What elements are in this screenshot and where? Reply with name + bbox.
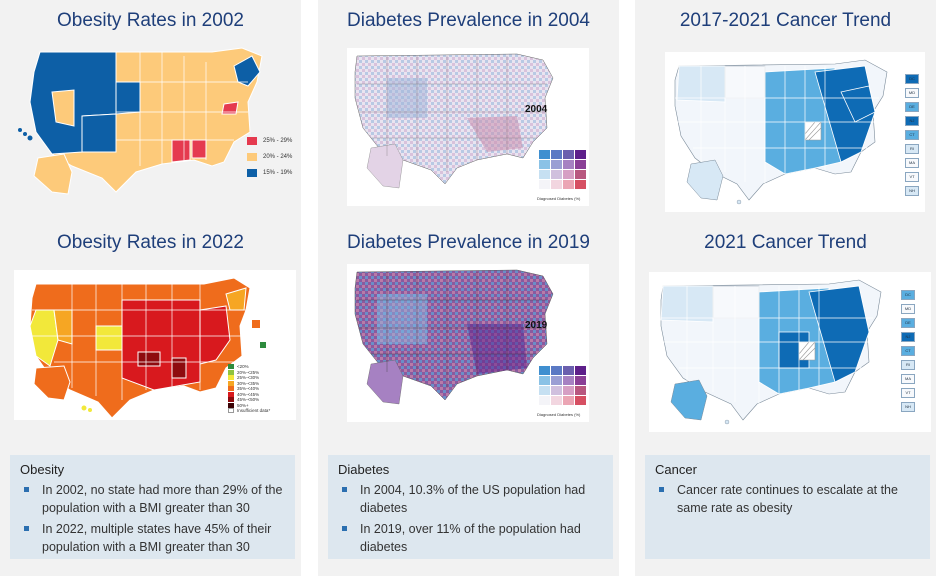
diabetes-2004-title: Diabetes Prevalence in 2004 <box>347 10 590 31</box>
legend-ri: RI <box>901 360 915 370</box>
legend-ri: RI <box>905 144 919 154</box>
diabetes-2004-year: 2004 <box>525 104 548 115</box>
bivariate-grid <box>539 150 586 189</box>
info-bullet: In 2004, 10.3% of the US population had … <box>338 481 603 517</box>
legend-de: DE <box>901 318 915 328</box>
legend-item-2022: 25%-<30% <box>228 375 270 380</box>
legend-item-2002: 25% - 29% <box>247 137 292 145</box>
info-list: Cancer rate continues to escalate at the… <box>655 481 920 517</box>
legend-item-2022: 50%+ <box>228 402 270 408</box>
legend-label: 35%-<40% <box>237 386 260 391</box>
legend-vt: VT <box>901 388 915 398</box>
legend-swatch <box>228 380 234 386</box>
legend-item-2022: 40%-<45% <box>228 391 270 397</box>
info-heading: Diabetes <box>338 462 390 477</box>
diabetes-2019-title: Diabetes Prevalence in 2019 <box>347 232 590 253</box>
legend-ma: MA <box>905 158 919 168</box>
legend-nj: NJ <box>901 332 915 342</box>
legend-vt: VT <box>905 172 919 182</box>
legend-label: 40%-<45% <box>237 391 260 397</box>
diabetes-info-box: Diabetes In 2004, 10.3% of the US popula… <box>328 455 613 559</box>
legend-label: 15% - 19% <box>263 170 293 176</box>
obesity-2022-map <box>14 270 296 420</box>
legend-swatch <box>247 153 257 161</box>
legend-item-2022: 35%-<40% <box>228 386 270 391</box>
legend-item-2022: Insufficient data* <box>228 408 270 413</box>
bivariate-legend: Diagnosed Diabetes (%) <box>535 364 587 420</box>
info-list: In 2004, 10.3% of the US population had … <box>338 481 603 556</box>
cancer-2021-title: 2021 Cancer Trend <box>704 232 867 253</box>
legend-swatch <box>228 402 234 408</box>
diabetes-panel: Diabetes Prevalence in 2004 2004 <box>318 0 619 576</box>
cancer-info-box: Cancer Cancer rate continues to escalate… <box>645 455 930 559</box>
legend-label: 25% - 29% <box>263 138 293 144</box>
state-side-legend: DC MD DE NJ CT RI MA VT NH <box>905 74 919 196</box>
legend-2022: <20% 20%-<25% 25%-<30% 30%-<35% 35%-<40%… <box>228 364 270 413</box>
legend-ct: CT <box>901 346 915 356</box>
legend-item-2022: 20%-<25% <box>228 369 270 375</box>
legend-swatch <box>247 169 257 177</box>
legend-label: <20% <box>237 364 249 369</box>
legend-ma: MA <box>901 374 915 384</box>
legend-swatch <box>228 397 234 402</box>
cancer-panel: 2017-2021 Cancer Trend DC MD DE <box>635 0 936 576</box>
legend-md: MD <box>905 88 919 98</box>
cancer-2021-map: DC MD DE NJ CT RI MA VT NH <box>649 272 931 432</box>
info-heading: Obesity <box>20 462 65 477</box>
axis-x-label: Diagnosed Diabetes (%) <box>537 196 581 201</box>
legend-item-2022: 45%-<50% <box>228 397 270 402</box>
legend-nh: NH <box>905 186 919 196</box>
legend-label: 30%-<35% <box>237 380 260 386</box>
legend-item-2002: 15% - 19% <box>247 169 292 177</box>
info-bullet: Cancer rate continues to escalate at the… <box>655 481 920 517</box>
legend-swatch <box>228 369 234 375</box>
diabetes-2019-map: 2019 Diagnosed Diabetes (%) <box>347 264 589 422</box>
legend-swatch <box>228 375 234 380</box>
legend-label: 20%-<25% <box>237 369 260 375</box>
info-bullet: In 2022, multiple states have 45% of the… <box>20 520 285 556</box>
bivariate-grid <box>539 366 586 405</box>
legend-swatch <box>228 386 234 391</box>
cancer-2017-2021-title: 2017-2021 Cancer Trend <box>679 10 892 31</box>
legend-de: DE <box>905 102 919 112</box>
legend-swatch <box>228 408 234 413</box>
legend-dc: DC <box>905 74 919 84</box>
obesity-info-box: Obesity In 2002, no state had more than … <box>10 455 295 559</box>
diabetes-2019-year: 2019 <box>525 320 548 331</box>
info-bullet: In 2002, no state had more than 29% of t… <box>20 481 285 517</box>
obesity-2002-map <box>12 42 272 202</box>
legend-nj: NJ <box>905 116 919 126</box>
legend-label: 25%-<30% <box>237 375 260 380</box>
obesity-2002-title: Obesity Rates in 2002 <box>57 10 244 31</box>
diabetes-2004-map: 2004 Diagnosed Diabetes (%) <box>347 48 589 206</box>
legend-md: MD <box>901 304 915 314</box>
legend-label: 20% - 24% <box>263 154 293 160</box>
obesity-2022-title: Obesity Rates in 2022 <box>57 232 244 253</box>
legend-label: 45%-<50% <box>237 397 260 402</box>
legend-nh: NH <box>901 402 915 412</box>
bivariate-legend: Diagnosed Diabetes (%) <box>535 148 587 204</box>
info-bullet: In 2019, over 11% of the population had … <box>338 520 603 556</box>
state-side-legend: DC MD DE NJ CT RI MA VT NH <box>901 290 915 412</box>
legend-ct: CT <box>905 130 919 140</box>
axis-x-label: Diagnosed Diabetes (%) <box>537 412 581 417</box>
legend-swatch <box>228 391 234 397</box>
info-heading: Cancer <box>655 462 697 477</box>
cancer-2017-2021-map: DC MD DE NJ CT RI MA VT NH <box>665 52 925 212</box>
legend-item-2022: <20% <box>228 364 270 369</box>
legend-item-2002: 20% - 24% <box>247 153 292 161</box>
legend-swatch <box>247 137 257 145</box>
legend-item-2022: 30%-<35% <box>228 380 270 386</box>
legend-label: Insufficient data* <box>237 408 271 413</box>
legend-swatch <box>228 364 234 369</box>
obesity-panel: Obesity Rates in 2002 <box>0 0 301 576</box>
info-list: In 2002, no state had more than 29% of t… <box>20 481 285 556</box>
legend-label: 50%+ <box>237 402 249 408</box>
legend-dc: DC <box>901 290 915 300</box>
